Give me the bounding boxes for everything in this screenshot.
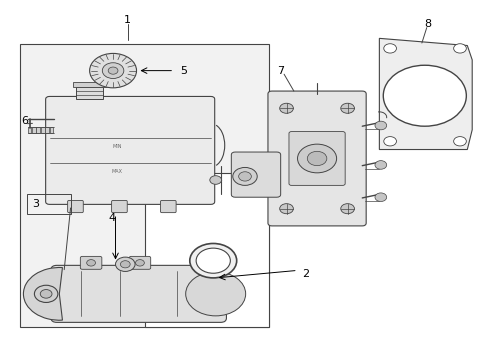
Circle shape	[384, 44, 396, 53]
Bar	[73, 82, 107, 87]
Bar	[20, 44, 270, 327]
Circle shape	[87, 260, 96, 266]
Circle shape	[186, 272, 245, 316]
Bar	[76, 87, 103, 99]
FancyBboxPatch shape	[112, 201, 127, 213]
Text: 4: 4	[109, 213, 116, 222]
Bar	[32, 127, 36, 134]
Bar	[27, 127, 31, 134]
Text: MIN: MIN	[113, 144, 122, 149]
Text: 7: 7	[277, 66, 284, 76]
Bar	[49, 127, 53, 134]
FancyBboxPatch shape	[129, 256, 151, 269]
FancyBboxPatch shape	[289, 132, 345, 185]
Text: 6: 6	[22, 116, 28, 126]
Bar	[145, 173, 270, 327]
Circle shape	[239, 172, 251, 181]
Text: 2: 2	[302, 269, 310, 279]
Text: 5: 5	[180, 66, 187, 76]
Circle shape	[375, 121, 387, 130]
Circle shape	[280, 103, 294, 113]
Circle shape	[136, 260, 145, 266]
Text: MAX: MAX	[112, 169, 123, 174]
Circle shape	[297, 144, 337, 173]
Circle shape	[383, 65, 466, 126]
FancyBboxPatch shape	[268, 91, 366, 226]
FancyBboxPatch shape	[46, 96, 215, 204]
Circle shape	[121, 261, 130, 268]
Circle shape	[280, 204, 294, 214]
Circle shape	[116, 257, 135, 271]
Wedge shape	[24, 267, 62, 320]
Circle shape	[341, 103, 354, 113]
Circle shape	[108, 67, 118, 74]
Circle shape	[454, 136, 466, 146]
FancyBboxPatch shape	[68, 201, 83, 213]
Text: 3: 3	[32, 199, 39, 210]
Bar	[26, 194, 71, 214]
FancyBboxPatch shape	[160, 201, 176, 213]
Bar	[36, 127, 40, 134]
Bar	[41, 127, 45, 134]
Text: 8: 8	[425, 19, 432, 29]
Bar	[45, 127, 49, 134]
Circle shape	[233, 167, 257, 185]
Circle shape	[341, 204, 354, 214]
Circle shape	[40, 289, 52, 298]
Circle shape	[190, 243, 237, 278]
FancyBboxPatch shape	[231, 152, 281, 197]
Circle shape	[454, 44, 466, 53]
Circle shape	[375, 161, 387, 169]
Circle shape	[102, 63, 124, 78]
Circle shape	[34, 285, 58, 302]
FancyBboxPatch shape	[51, 265, 226, 322]
Text: 1: 1	[124, 15, 131, 26]
FancyBboxPatch shape	[80, 256, 102, 269]
Circle shape	[307, 151, 327, 166]
Circle shape	[90, 53, 137, 88]
Circle shape	[210, 176, 221, 184]
Circle shape	[384, 136, 396, 146]
Circle shape	[196, 248, 230, 273]
Polygon shape	[379, 39, 472, 149]
Circle shape	[375, 193, 387, 202]
